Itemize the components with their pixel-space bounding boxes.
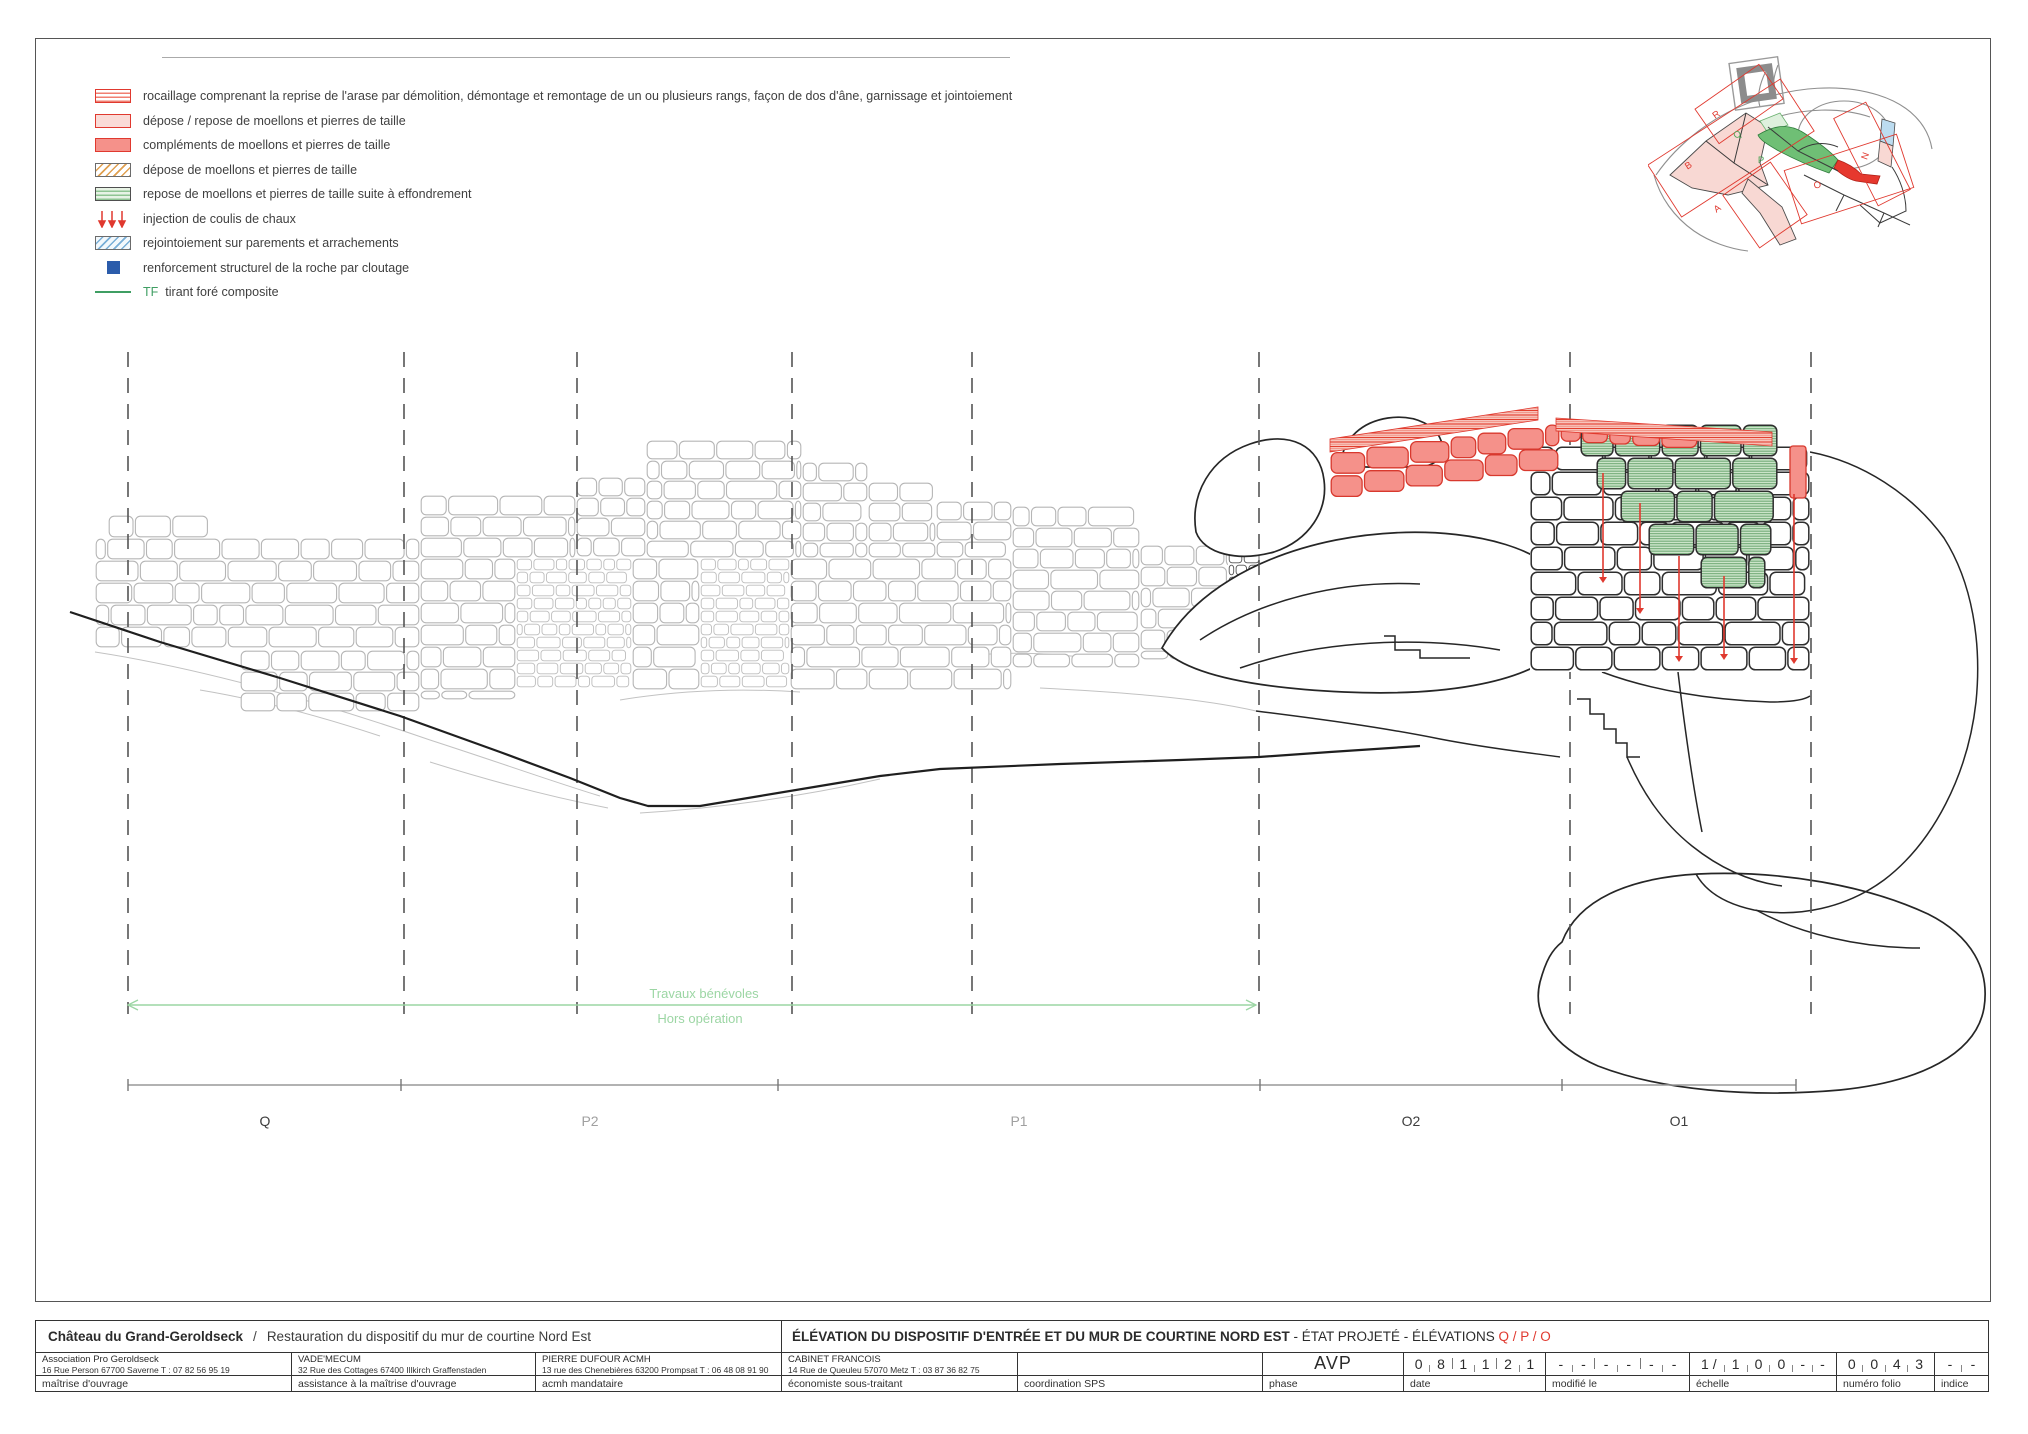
echelle-value: 1 / 1 0 0 - -	[1690, 1352, 1836, 1376]
legend-item-rejointoiement: rejointoiement sur parements et arrachem…	[95, 231, 1075, 256]
legend-label: rocaillage comprenant la reprise de l'ar…	[143, 89, 1013, 104]
pink-swatch-icon	[95, 113, 131, 128]
legend: rocaillage comprenant la reprise de l'ar…	[95, 84, 1075, 305]
legend-label: rejointoiement sur parements et arrachem…	[143, 236, 399, 251]
top-rule	[162, 57, 1010, 58]
blue-square-icon	[95, 261, 131, 275]
zone-label-b: B	[1683, 160, 1694, 173]
zone-label-n: N	[1859, 151, 1872, 161]
legend-label: dépose de moellons et pierres de taille	[143, 162, 358, 177]
legend-label: tirant foré composite	[165, 285, 279, 300]
legend-label: compléments de moellons et pierres de ta…	[143, 138, 391, 153]
section-label-q: Q	[260, 1113, 271, 1129]
zone-label-p: P	[1758, 155, 1764, 166]
modifie-value: - - - - - -	[1546, 1352, 1689, 1376]
orange-hatch-swatch-icon	[95, 162, 131, 177]
col-folio: 0 0 4 3 numéro folio	[1837, 1352, 1935, 1391]
zone-pink-arm	[1741, 178, 1797, 246]
legend-label: renforcement structurel de la roche par …	[143, 260, 410, 275]
col-economiste: CABINET FRANCOIS 14 Rue de Queuleu 57070…	[782, 1352, 1018, 1391]
col-modifie: - - - - - - modifié le	[1546, 1352, 1690, 1391]
legend-item-repose-effondrement: repose de moellons et pierres de taille …	[95, 182, 1075, 207]
date-value: 0 8 1 1 2 1	[1404, 1352, 1545, 1376]
section-label-o2: O2	[1402, 1113, 1421, 1129]
drawing-title-cell: ÉLÉVATION DU DISPOSITIF D'ENTRÉE ET DU M…	[792, 1329, 1551, 1344]
folio-value: 0 0 4 3	[1837, 1352, 1934, 1376]
zone-pink-fill	[1669, 112, 1769, 196]
phase-value: AVP	[1263, 1352, 1403, 1376]
col-acmh: PIERRE DUFOUR ACMH 13 rue des Chenebière…	[536, 1352, 782, 1391]
zone-lightgreen	[1759, 112, 1789, 134]
span-label-bottom: Hors opération	[657, 1011, 742, 1026]
legend-item-depose: dépose de moellons et pierres de taille	[95, 158, 1075, 183]
zone-label-o: O	[1813, 179, 1823, 191]
col-maitrise: Association Pro Geroldseck 16 Rue Person…	[36, 1352, 292, 1391]
zone-red-fill	[1833, 159, 1881, 185]
col-date: 0 8 1 1 2 1 date	[1404, 1352, 1546, 1391]
tf-line-icon	[95, 285, 131, 299]
tf-prefix: TF	[143, 285, 159, 300]
col-assistance: VADE'MECUM 32 Rue des Cottages 67400 Ill…	[292, 1352, 536, 1391]
span-label-top: Travaux bénévoles	[649, 986, 759, 1001]
project-title: Château du Grand-Geroldseck	[48, 1329, 244, 1344]
col-indice: - - indice	[1935, 1352, 1988, 1391]
legend-item-renforcement: renforcement structurel de la roche par …	[95, 256, 1075, 281]
green-hstripes-swatch-icon	[95, 187, 131, 202]
section-label-o1: O1	[1670, 1113, 1689, 1129]
title-block: Château du Grand-Geroldseck / Restaurati…	[35, 1320, 1989, 1392]
legend-item-complements: compléments de moellons et pierres de ta…	[95, 133, 1075, 158]
project-title-cell: Château du Grand-Geroldseck / Restaurati…	[36, 1321, 782, 1352]
col-echelle: 1 / 1 0 0 - - échelle	[1690, 1352, 1837, 1391]
indice-value: - -	[1935, 1352, 1988, 1376]
legend-item-injection: injection de coulis de chaux	[95, 207, 1075, 232]
site-key-plan: R B A O N Q P	[1648, 55, 1933, 252]
drawing-title: ÉLÉVATION DU DISPOSITIF D'ENTRÉE ET DU M…	[792, 1329, 1290, 1344]
legend-item-depose-repose: dépose / repose de moellons et pierres d…	[95, 109, 1075, 134]
sheet-border	[35, 38, 1991, 1302]
section-label-p1: P1	[1010, 1113, 1027, 1129]
legend-item-tirant: TF tirant foré composite	[95, 280, 1075, 305]
blue-hatch-swatch-icon	[95, 236, 131, 251]
col-phase: AVP phase	[1263, 1352, 1404, 1391]
project-subtitle: Restauration du dispositif du mur de cou…	[266, 1329, 591, 1344]
col-sps: coordination SPS	[1018, 1352, 1263, 1391]
legend-label: injection de coulis de chaux	[143, 211, 296, 226]
injection-arrows-icon	[95, 210, 131, 228]
drawing-title-elevations: Q / P / O	[1498, 1329, 1551, 1344]
legend-label: dépose / repose de moellons et pierres d…	[143, 113, 406, 128]
legend-item-rocaillage: rocaillage comprenant la reprise de l'ar…	[95, 84, 1075, 109]
salmon-swatch-icon	[95, 138, 131, 153]
section-label-p2: P2	[581, 1113, 598, 1129]
red-hstripes-swatch-icon	[95, 89, 131, 104]
legend-label: repose de moellons et pierres de taille …	[143, 187, 472, 202]
